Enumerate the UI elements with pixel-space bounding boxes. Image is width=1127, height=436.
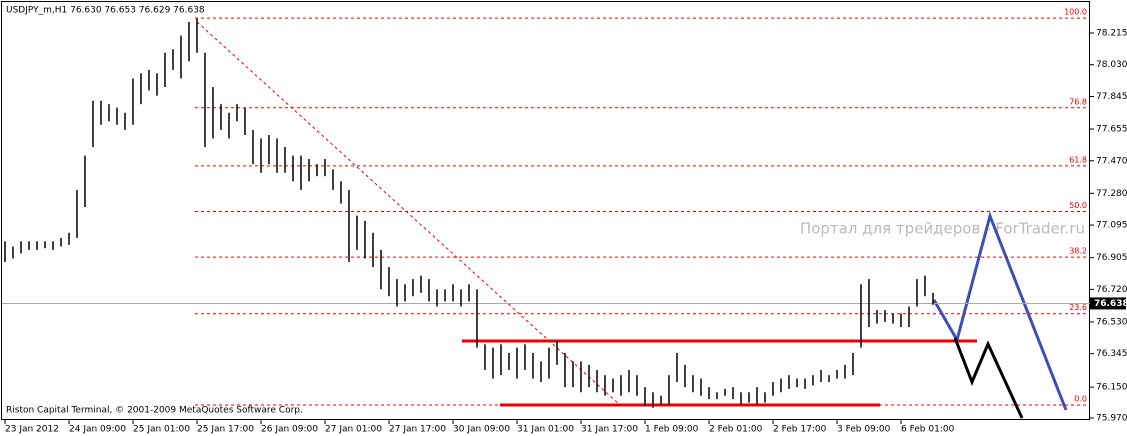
- fibo-label: 38.2: [1069, 247, 1087, 256]
- x-tick-label: 1 Feb 09:00: [645, 425, 699, 435]
- last-price-box: [1090, 297, 1126, 310]
- last-price-label: 76.638: [1094, 299, 1127, 309]
- y-tick-label: 77.845: [1096, 92, 1127, 102]
- y-tick-label: 76.905: [1096, 253, 1127, 263]
- fibo-label: 61.8: [1069, 155, 1087, 164]
- y-tick-label: 77.095: [1096, 221, 1127, 231]
- fibo-label: 100.0: [1064, 8, 1087, 17]
- plot-frame: [1, 1, 1090, 420]
- y-tick-label: 78.030: [1096, 60, 1127, 70]
- y-tick-label: 77.280: [1096, 189, 1127, 199]
- x-tick-label: 23 Jan 2012: [5, 425, 59, 435]
- y-tick-label: 76.720: [1096, 285, 1127, 295]
- x-tick-label: 27 Jan 17:00: [389, 425, 446, 435]
- x-tick-label: 6 Feb 01:00: [901, 425, 955, 435]
- x-tick-label: 2 Feb 17:00: [773, 425, 827, 435]
- projection-black: [953, 337, 1024, 419]
- x-tick-label: 31 Jan 01:00: [517, 425, 574, 435]
- fibo-label: 0.0: [1074, 394, 1087, 403]
- x-tick-label: 3 Feb 09:00: [837, 425, 891, 435]
- watermark: Портал для трейдеров - ForTrader.ru: [800, 220, 1085, 238]
- footer: Riston Capital Terminal, © 2001-2009 Met…: [6, 406, 303, 416]
- fibo-label: 76.8: [1069, 97, 1087, 106]
- fibo-label: 50.0: [1069, 201, 1087, 210]
- x-tick-label: 26 Jan 09:00: [261, 425, 318, 435]
- y-tick-label: 77.470: [1096, 156, 1127, 166]
- x-tick-label: 25 Jan 17:00: [197, 425, 254, 435]
- x-tick-label: 25 Jan 01:00: [133, 425, 190, 435]
- x-tick-label: 27 Jan 01:00: [325, 425, 382, 435]
- fibo-label: 23.6: [1069, 303, 1087, 312]
- x-tick-label: 2 Feb 01:00: [709, 425, 763, 435]
- y-tick-label: 76.530: [1096, 317, 1127, 327]
- y-tick-label: 75.970: [1096, 414, 1127, 424]
- y-tick-label: 76.150: [1096, 383, 1127, 393]
- x-tick-label: 31 Jan 17:00: [581, 425, 638, 435]
- y-tick-label: 78.215: [1096, 29, 1127, 39]
- x-tick-label: 24 Jan 09:00: [69, 425, 126, 435]
- y-tick-label: 77.655: [1096, 125, 1127, 135]
- x-tick-label: 30 Jan 09:00: [453, 425, 510, 435]
- y-tick-label: 76.345: [1096, 349, 1127, 359]
- projection-blue: [932, 211, 1068, 411]
- chart-header: USDJPY_m,H1 76.630 76.653 76.629 76.638: [6, 6, 205, 16]
